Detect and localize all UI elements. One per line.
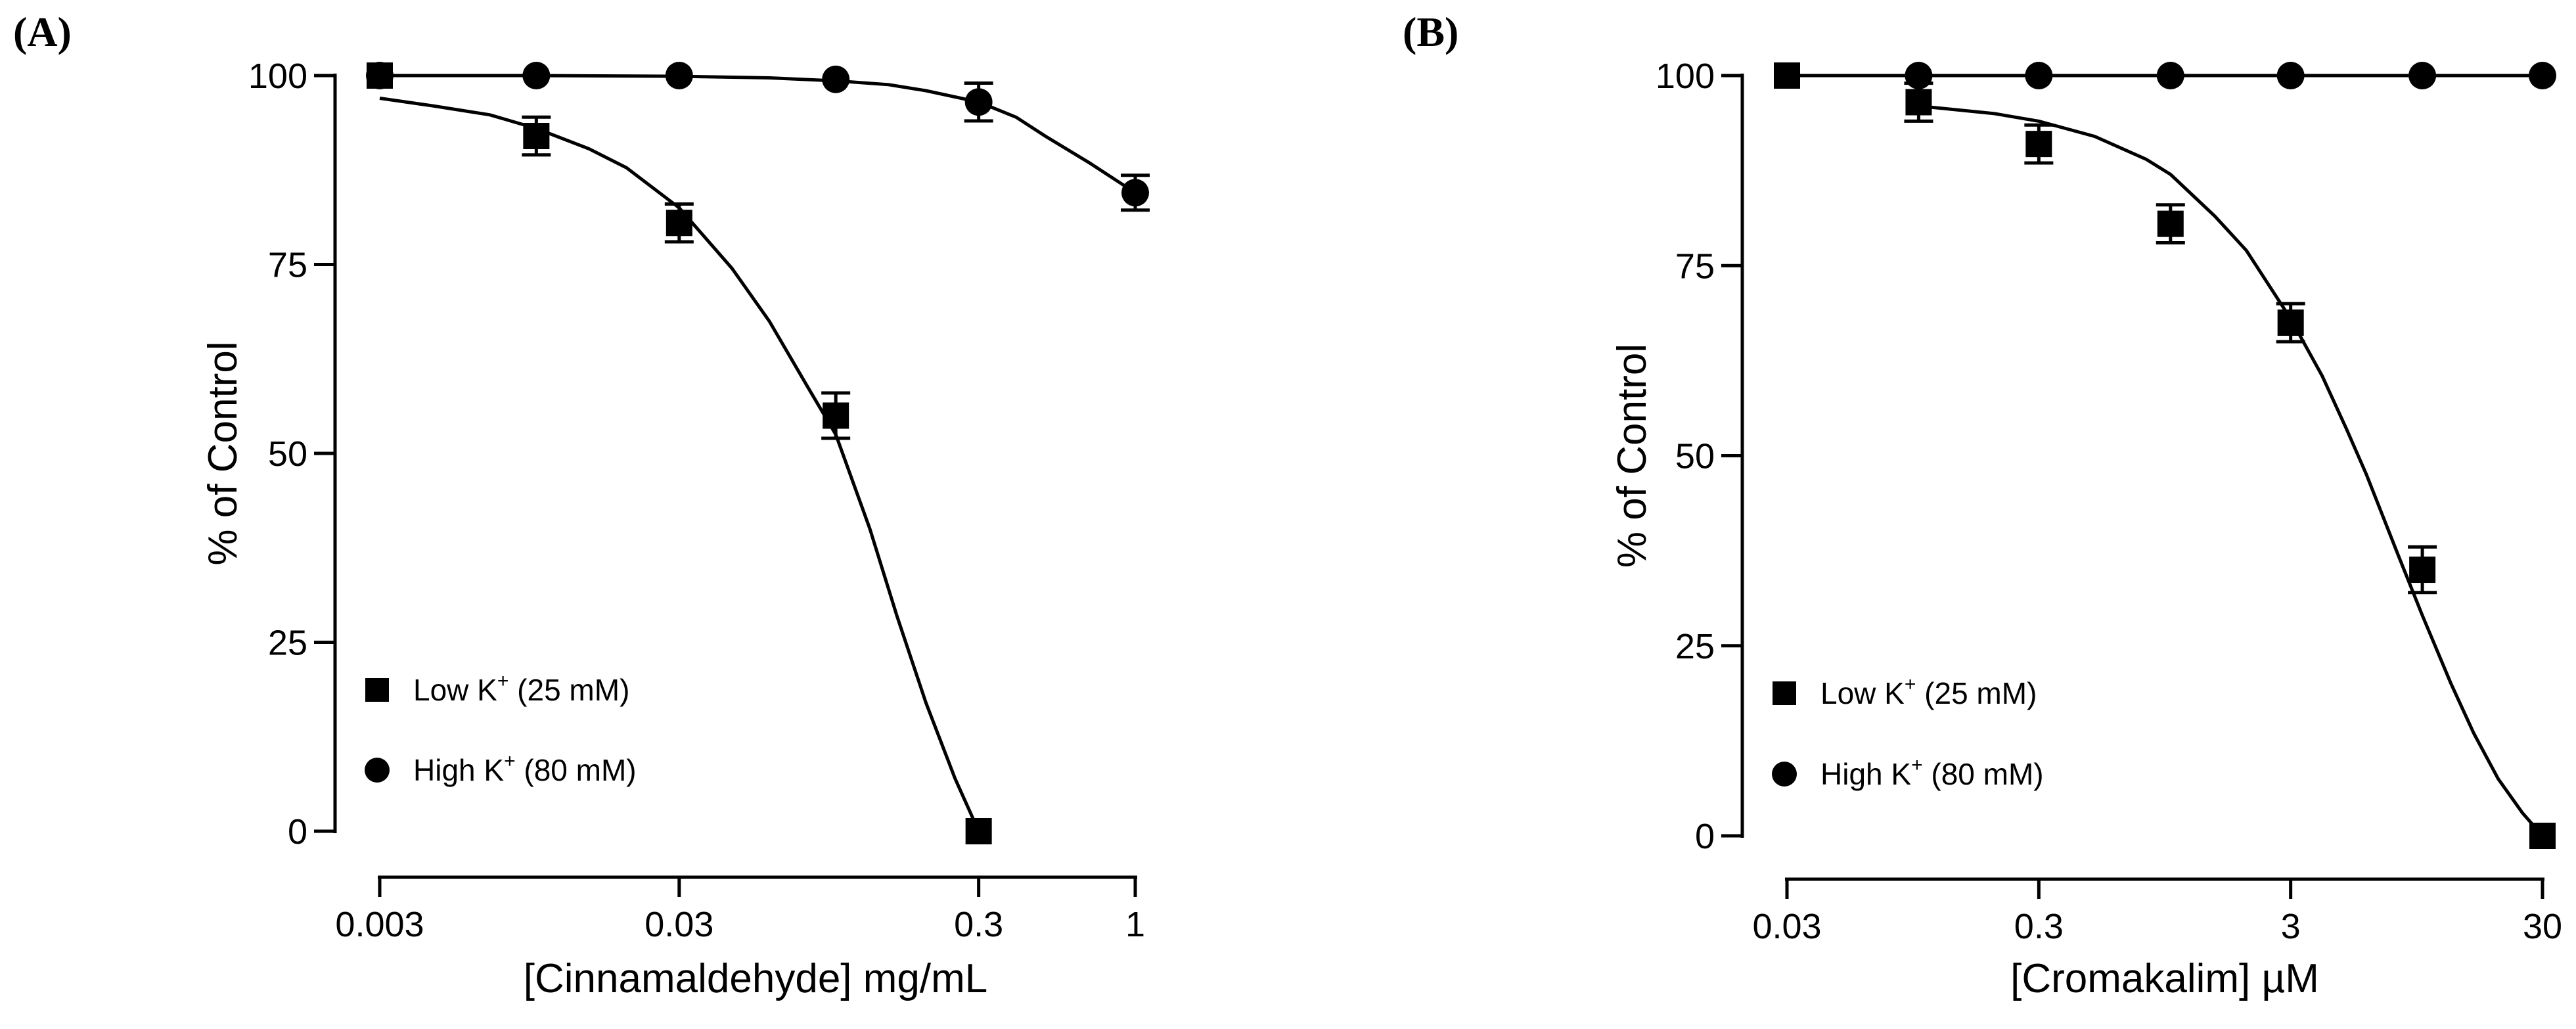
panel-label: (B) bbox=[1403, 9, 1458, 55]
legend-label: Low K+ (25 mM) bbox=[413, 670, 629, 707]
y-tick-label: 25 bbox=[1675, 627, 1715, 666]
data-point-circle bbox=[2529, 62, 2556, 89]
data-point-circle bbox=[522, 62, 551, 89]
legend-suffix: (80 mM) bbox=[516, 753, 637, 787]
legend-name: Low K bbox=[413, 673, 497, 707]
series-low-k bbox=[1774, 62, 2556, 849]
legend-superscript: + bbox=[1905, 674, 1916, 695]
legend-superscript: + bbox=[497, 670, 509, 692]
x-axis-title: [Cinnamaldehyde] mg/mL bbox=[524, 956, 987, 1001]
data-point-circle bbox=[964, 88, 993, 116]
y-tick-label: 100 bbox=[248, 57, 307, 96]
y-axis-title: % of Control bbox=[200, 341, 246, 565]
x-axis-title: [Cromakalim] µM bbox=[2010, 956, 2319, 1001]
legend-entry: High K+ (80 mM) bbox=[365, 750, 637, 787]
x-tick-label: 30 bbox=[2523, 907, 2562, 946]
data-point-circle bbox=[1121, 179, 1149, 207]
x-tick-label: 1 bbox=[1125, 905, 1145, 944]
data-point-circle bbox=[822, 65, 850, 93]
y-tick-label: 25 bbox=[268, 624, 307, 663]
fit-curve bbox=[1918, 104, 2544, 837]
legend-suffix: (80 mM) bbox=[1923, 757, 2044, 791]
legend-superscript: + bbox=[1911, 754, 1923, 776]
y-tick-label: 100 bbox=[1656, 57, 1715, 96]
data-point-square bbox=[2277, 309, 2304, 336]
legend-name: Low K bbox=[1820, 676, 1905, 710]
x-tick-label: 0.3 bbox=[954, 905, 1003, 944]
legend-name: High K bbox=[1820, 757, 1911, 791]
series-low-k bbox=[367, 62, 992, 844]
legend-entry: Low K+ (25 mM) bbox=[1773, 674, 2037, 710]
legend-entry: High K+ (80 mM) bbox=[1772, 754, 2044, 791]
x-tick-label: 0.03 bbox=[644, 905, 713, 944]
data-point-square bbox=[2409, 557, 2436, 583]
panel-label: (A) bbox=[13, 9, 72, 55]
x-tick-label: 3 bbox=[2281, 907, 2301, 946]
x-tick-label: 0.003 bbox=[335, 905, 424, 944]
x-tick-label: 0.03 bbox=[1752, 907, 1821, 946]
y-tick-label: 50 bbox=[268, 434, 307, 474]
legend-circle-marker bbox=[365, 758, 390, 783]
legend-name: High K bbox=[413, 753, 504, 787]
y-tick-label: 75 bbox=[1675, 246, 1715, 286]
data-point-square bbox=[2157, 210, 2184, 237]
data-point-square bbox=[666, 210, 692, 237]
y-tick-label: 75 bbox=[268, 246, 307, 285]
legend-circle-marker bbox=[1772, 762, 1797, 787]
legend-suffix: (25 mM) bbox=[1916, 676, 2037, 710]
data-point-square bbox=[2025, 131, 2052, 158]
legend-label: Low K+ (25 mM) bbox=[1820, 674, 2037, 710]
data-point-circle bbox=[2156, 62, 2184, 89]
series-high-k bbox=[366, 62, 1150, 212]
data-point-circle bbox=[2276, 62, 2305, 89]
x-tick-label: 0.3 bbox=[2014, 907, 2064, 946]
legend-label: High K+ (80 mM) bbox=[1820, 754, 2044, 791]
data-point-square bbox=[823, 402, 849, 429]
legend-square-marker bbox=[1773, 681, 1796, 705]
fit-curve bbox=[379, 97, 980, 833]
legend-entry: Low K+ (25 mM) bbox=[365, 670, 629, 707]
chart-panel-a: (A) 0 25 50 75 100 0.003 0.03 0.3 1 [Cinnamaldehyd… bbox=[13, 9, 1150, 1001]
legend-suffix: (25 mM) bbox=[508, 673, 629, 707]
legend-label: High K+ (80 mM) bbox=[413, 750, 637, 787]
fit-curve bbox=[380, 74, 1137, 194]
y-tick-label: 50 bbox=[1675, 437, 1715, 476]
chart-panel-b: (B) 0 25 50 75 100 0.03 0.3 3 30 [Cromakalim] µM % … bbox=[1403, 9, 2562, 1001]
data-point-circle bbox=[1905, 62, 1933, 89]
data-point-square bbox=[1905, 89, 1932, 116]
data-point-circle bbox=[2025, 62, 2053, 89]
data-point-circle bbox=[366, 62, 394, 89]
data-point-square bbox=[523, 123, 550, 149]
data-point-square bbox=[2529, 823, 2556, 849]
y-axis-title: % of Control bbox=[1610, 344, 1655, 568]
data-point-square bbox=[965, 818, 992, 844]
series-high-k bbox=[1787, 62, 2556, 89]
data-point-circle bbox=[665, 62, 693, 89]
legend-superscript: + bbox=[504, 750, 516, 772]
legend-square-marker bbox=[365, 678, 389, 702]
data-point-circle bbox=[2408, 62, 2437, 89]
y-tick-label: 0 bbox=[288, 812, 307, 852]
y-tick-label: 0 bbox=[1695, 817, 1715, 856]
